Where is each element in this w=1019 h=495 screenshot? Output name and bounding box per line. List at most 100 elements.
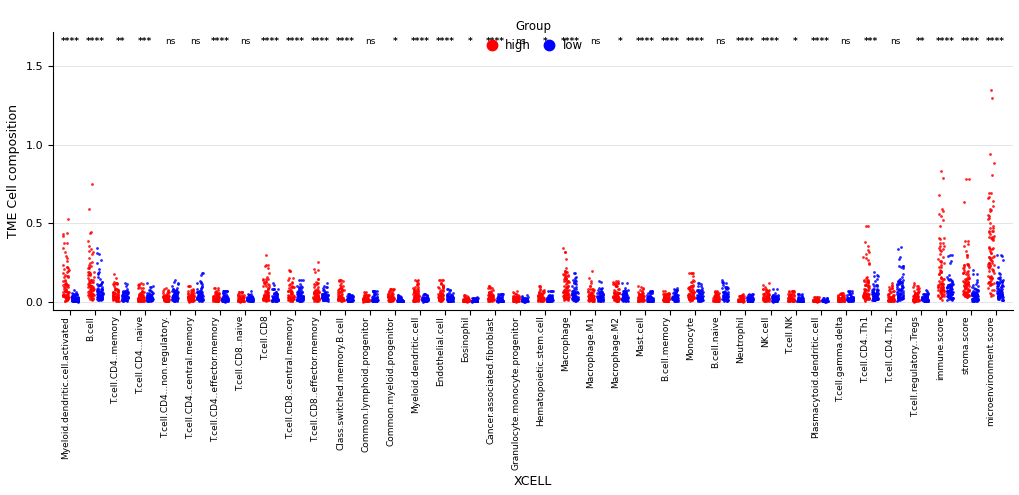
Point: [343, 294, 360, 302]
Point: [754, 295, 770, 302]
Point: [683, 297, 699, 304]
Point: [291, 295, 308, 303]
Point: [433, 293, 449, 300]
Point: [405, 297, 421, 304]
Point: [405, 296, 421, 304]
Point: [464, 297, 480, 305]
Point: [616, 296, 633, 303]
Point: [245, 297, 261, 305]
Point: [514, 296, 530, 303]
Point: [681, 292, 697, 299]
Point: [157, 284, 173, 292]
Point: [889, 282, 905, 290]
Point: [156, 297, 172, 304]
Point: [734, 296, 750, 304]
Point: [614, 295, 631, 303]
Point: [518, 294, 534, 302]
Point: [355, 295, 371, 303]
Point: [732, 294, 748, 302]
Point: [691, 288, 707, 296]
Point: [435, 294, 451, 302]
Point: [389, 297, 406, 305]
Point: [958, 251, 974, 259]
Point: [855, 292, 871, 300]
Point: [733, 293, 749, 301]
Point: [334, 296, 351, 304]
Point: [829, 294, 846, 302]
Point: [856, 294, 872, 301]
Point: [517, 296, 533, 303]
Point: [755, 296, 771, 304]
Point: [738, 297, 754, 304]
Point: [319, 279, 335, 287]
Point: [683, 289, 699, 297]
Point: [481, 296, 497, 303]
Point: [857, 274, 873, 282]
Point: [433, 276, 449, 284]
Point: [569, 295, 585, 302]
Point: [441, 297, 458, 305]
Point: [657, 296, 674, 303]
Point: [258, 297, 274, 305]
Point: [233, 297, 250, 304]
Point: [466, 296, 482, 304]
Point: [613, 295, 630, 303]
Point: [58, 279, 74, 287]
Point: [856, 287, 872, 295]
Point: [988, 281, 1005, 289]
Point: [532, 296, 548, 304]
Point: [467, 296, 483, 304]
Point: [766, 297, 783, 304]
Point: [641, 297, 657, 305]
Point: [742, 295, 758, 303]
Point: [840, 294, 856, 302]
Point: [180, 292, 197, 300]
Point: [217, 287, 233, 295]
Point: [880, 288, 897, 296]
Point: [894, 288, 910, 296]
Point: [744, 290, 760, 298]
Point: [682, 286, 698, 294]
Point: [642, 293, 658, 300]
Point: [931, 212, 948, 220]
Point: [506, 296, 523, 304]
Point: [318, 297, 334, 304]
Point: [594, 297, 610, 305]
Point: [988, 293, 1005, 301]
Point: [108, 297, 124, 305]
Point: [865, 292, 881, 299]
Point: [342, 294, 359, 301]
Point: [764, 297, 781, 305]
Point: [355, 297, 371, 304]
Point: [182, 290, 199, 298]
Point: [444, 297, 461, 304]
Point: [817, 296, 834, 304]
Point: [832, 296, 848, 303]
Point: [956, 292, 972, 300]
Point: [656, 294, 673, 302]
Point: [229, 290, 246, 297]
Point: [530, 295, 546, 302]
Point: [493, 290, 510, 298]
Point: [558, 279, 575, 287]
Point: [604, 293, 621, 300]
Point: [156, 294, 172, 302]
Point: [267, 295, 283, 302]
Point: [232, 294, 249, 302]
Point: [532, 296, 548, 304]
Point: [118, 297, 135, 304]
Point: [460, 296, 476, 303]
Point: [879, 296, 896, 304]
Point: [481, 296, 497, 303]
Point: [132, 289, 149, 297]
Point: [718, 297, 735, 304]
Point: [607, 292, 624, 300]
Point: [205, 295, 221, 303]
Point: [192, 290, 208, 298]
Point: [510, 295, 526, 302]
Point: [690, 297, 706, 305]
Point: [310, 295, 326, 302]
Point: [757, 294, 773, 302]
Point: [808, 297, 824, 305]
Point: [160, 293, 176, 300]
